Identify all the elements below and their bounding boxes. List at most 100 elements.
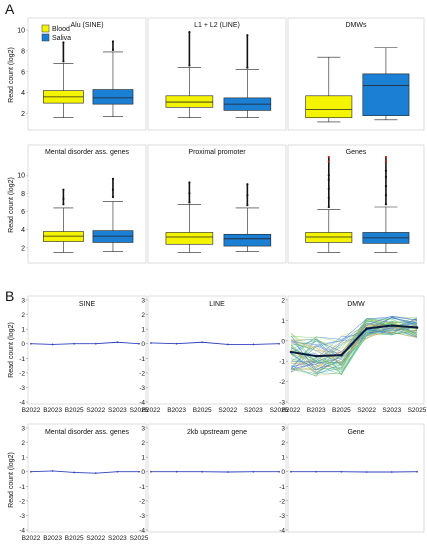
line-2kb-upstream-gene-ytick: -3 (139, 513, 145, 520)
box-alu-sine-ytick: 2 (21, 111, 25, 118)
box-proximal-promoter-saliva-outlier (246, 183, 249, 186)
box-dmws-saliva-box (362, 73, 410, 116)
panel-label-a: A (5, 1, 15, 17)
panel-label-b: B (5, 288, 14, 304)
line-gene-point (315, 470, 318, 473)
line-sine-xtick: S2022 (86, 407, 105, 414)
line-sine-ytick: 3 (21, 298, 25, 305)
line-dmw-title: DMW (347, 301, 365, 308)
box-mental-disorder-ass-genes-ytick: 2 (21, 245, 25, 252)
line-2kb-upstream-gene-ytick: -4 (139, 528, 145, 535)
line-mental-disorder-ass-genes-title: Mental disorder ass. genes (45, 429, 130, 436)
box-mental-disorder-ass-genes-saliva-outlier (111, 188, 115, 191)
line-line-point (252, 343, 255, 346)
line-dmw-xtick: B2025 (332, 407, 351, 414)
line-dmw-individual-line (290, 324, 418, 363)
line-line-point (150, 342, 152, 344)
box-proximal-promoter-blood-outlier (188, 181, 191, 184)
line-2kb-upstream-gene-point (278, 470, 280, 473)
box-proximal-promoter-blood-outlier (188, 201, 191, 204)
box-alu-sine-panel: Alu (SINE) 2 4 6 8 10 (17, 17, 147, 131)
box-genes-panel: Genes (287, 144, 425, 264)
box-genes-blood-outlier (327, 196, 330, 200)
y-axis-label-a-row2: Read count (log2) (8, 177, 15, 233)
line-sine-series-line (30, 341, 140, 345)
line-dmw-ytick: -2 (279, 379, 285, 386)
line-gene-point (365, 471, 368, 473)
line-2kb-upstream-gene-ytick: -2 (139, 498, 145, 505)
line-mental-disorder-ass-genes-point (94, 472, 97, 475)
line-line-xtick: B2023 (167, 407, 186, 414)
line-2kb-upstream-gene-ytick: 2 (141, 440, 145, 447)
line-dmw-ytick: 0 (281, 338, 285, 345)
line-sine-ytick: 0 (21, 341, 25, 348)
box-proximal-promoter-saliva-box (223, 233, 272, 247)
line-mental-disorder-ass-genes-xtick: S2023 (108, 535, 127, 542)
line-sine-xtick: B2023 (43, 407, 62, 414)
line-sine-point (94, 342, 97, 345)
box-mental-disorder-ass-genes-ytick: 8 (21, 191, 25, 198)
box-genes-blood-outlier (327, 205, 330, 209)
line-2kb-upstream-gene-ytick: 1 (141, 455, 145, 462)
line-line-ytick: 3 (141, 298, 145, 305)
line-sine-xtick: S2023 (108, 407, 127, 414)
line-mental-disorder-ass-genes-point (73, 471, 76, 474)
line-line-ytick: -3 (139, 385, 145, 392)
box-genes-saliva-outlier (384, 169, 388, 172)
box-proximal-promoter-panel: Proximal promoter (147, 144, 287, 264)
box-mental-disorder-ass-genes-ytick: 10 (17, 173, 25, 180)
line-mental-disorder-ass-genes-xtick: B2022 (22, 535, 41, 542)
line-sine-ytick: -2 (19, 370, 25, 377)
line-dmw-ytick: -1 (279, 359, 285, 366)
box-l1-l2-line-panel: L1 + L2 (LINE) (147, 17, 287, 131)
box-mental-disorder-ass-genes-saliva-box (92, 230, 134, 243)
line-2kb-upstream-gene-point (201, 470, 204, 473)
box-proximal-promoter-saliva-outlier (246, 204, 249, 207)
line-mental-disorder-ass-genes-xtick: B2025 (65, 535, 84, 542)
line-mental-disorder-ass-genes-xtick: S2022 (86, 535, 105, 542)
line-dmw-individual-line (290, 321, 418, 375)
line-2kb-upstream-gene-title: 2kb upstream gene (187, 429, 247, 436)
line-sine-ytick: -1 (19, 356, 25, 363)
box-l1-l2-line-frame (147, 17, 287, 131)
box-genes-saliva-outlier (384, 160, 388, 163)
line-mental-disorder-ass-genes-ytick: -4 (19, 528, 25, 535)
line-sine-xtick: B2022 (22, 407, 41, 414)
line-line-series-line (150, 341, 280, 345)
line-mental-disorder-ass-genes-point (51, 470, 54, 472)
line-line-point (226, 343, 229, 346)
line-2kb-upstream-gene-point (175, 470, 178, 473)
box-mental-disorder-ass-genes-saliva-outlier (111, 195, 115, 199)
line-dmw-ytick: 1 (281, 318, 285, 325)
line-dmw-ytick: -3 (279, 400, 285, 407)
y-axis-label-b-row1: Read count (log2) (8, 322, 15, 378)
line-gene-ytick: 2 (281, 440, 285, 447)
box-alu-sine-saliva-box (92, 89, 134, 105)
line-sine-point (138, 342, 140, 345)
line-sine-ytick: -3 (19, 385, 25, 392)
line-mental-disorder-ass-genes-frame (27, 423, 147, 533)
box-mental-disorder-ass-genes-saliva-outlier (111, 177, 115, 180)
line-mental-disorder-ass-genes-ytick: 0 (21, 469, 25, 476)
line-line-xtick: S2022 (218, 407, 237, 414)
line-2kb-upstream-gene-ytick: 0 (141, 469, 145, 476)
box-alu-sine-saliva-outlier (111, 40, 115, 43)
line-mental-disorder-ass-genes-ytick: -2 (19, 498, 25, 505)
line-gene-point (290, 470, 292, 473)
box-genes-title: Genes (346, 149, 367, 156)
line-sine-point (73, 342, 76, 345)
box-genes-blood-outlier (327, 187, 330, 190)
line-line-xtick: B2022 (142, 407, 161, 414)
line-dmw-frame (287, 295, 425, 405)
line-2kb-upstream-gene-ytick: -1 (139, 484, 145, 491)
line-gene-ytick: -4 (279, 528, 285, 535)
line-dmw-individual-line (290, 322, 418, 374)
box-mental-disorder-ass-genes-ytick: 4 (21, 227, 25, 234)
box-genes-blood-outlier (327, 155, 330, 159)
y-axis-label-a-row1: Read count (log2) (8, 47, 15, 103)
line-gene-ytick: 0 (281, 469, 285, 476)
line-dmw-individual-line (290, 330, 418, 366)
box-mental-disorder-ass-genes-ytick: 6 (21, 209, 25, 216)
box-genes-blood-outlier (327, 160, 330, 163)
